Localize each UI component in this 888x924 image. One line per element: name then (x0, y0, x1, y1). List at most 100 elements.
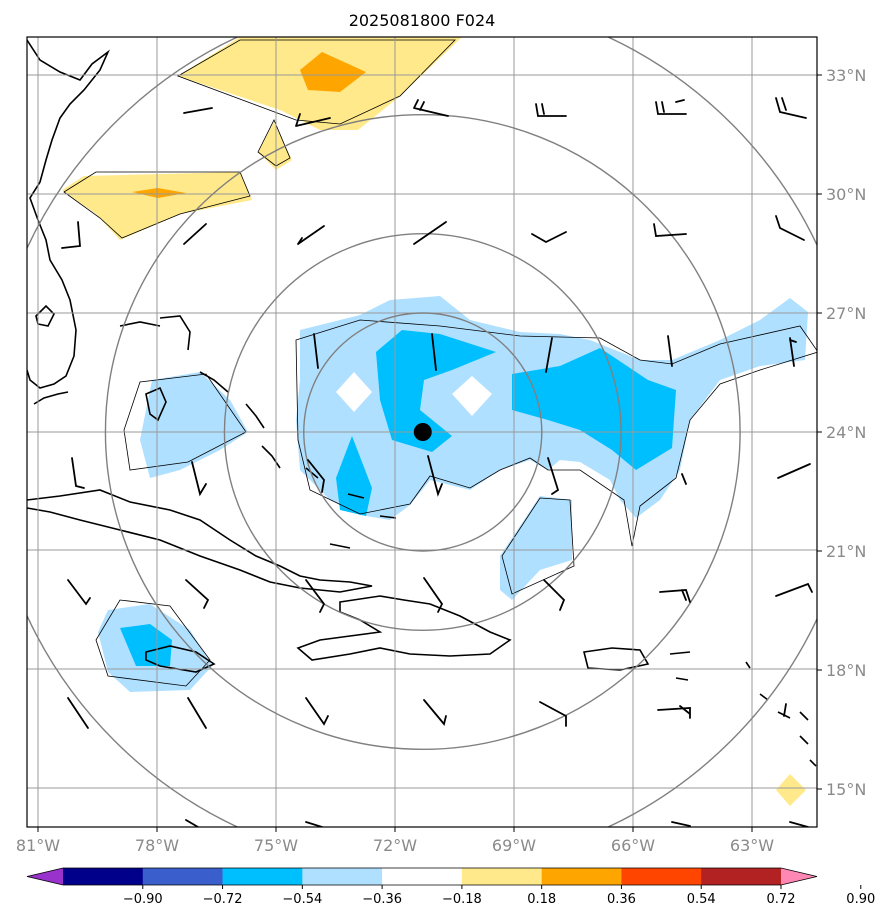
colorbar-tick-label: 0.54 (687, 892, 716, 907)
map-panel (27, 37, 817, 827)
wind-barb (183, 107, 213, 114)
bahamas-exuma (199, 371, 229, 393)
bahamas-south (261, 445, 397, 549)
range-ring (223, 232, 622, 632)
wind-barb (67, 579, 91, 606)
wind-barb (539, 701, 567, 727)
wind-barb (775, 215, 805, 241)
wind-barb (671, 821, 691, 827)
wind-barb (543, 579, 566, 611)
wind-barb (775, 582, 813, 597)
wind-barb (71, 457, 85, 489)
bahamas-eleuthera (245, 403, 265, 429)
lon-tick-label: 78°W (135, 836, 179, 855)
range-ring (104, 113, 741, 751)
wind-barb (531, 231, 567, 244)
colorbar-segment (621, 868, 702, 885)
lon-tick-label: 63°W (730, 836, 774, 855)
negative-anomaly-core-east (512, 348, 676, 470)
wind-barb (681, 473, 687, 485)
colorbar-segment (142, 868, 224, 885)
wind-barbs (61, 97, 813, 827)
wind-barb (777, 463, 811, 479)
wind-barb (67, 697, 89, 729)
positive-anomaly-se (776, 774, 806, 806)
wind-barb (535, 103, 567, 117)
range-ring (303, 312, 543, 552)
wind-barb (61, 221, 81, 249)
wind-barb (775, 97, 807, 119)
wind-barb (305, 579, 326, 613)
negative-anomaly-core-jamaica (120, 624, 172, 666)
us-east-coast (27, 39, 110, 389)
wind-barb (655, 99, 687, 115)
wind-barb (653, 223, 687, 237)
wind-barb (305, 821, 323, 827)
wind-barb (183, 223, 207, 245)
colorbar-segment (701, 868, 782, 885)
wind-barb (783, 703, 787, 717)
colorbar-extend-left (27, 868, 63, 885)
colorbar: −0.90 −0.72 −0.54 −0.36 −0.18 0.18 0.36 0.54 0.7… (26, 867, 875, 907)
wind-barb (185, 819, 199, 827)
wind-barb (545, 337, 553, 373)
negative-anomaly-south (500, 496, 572, 600)
colorbar-segment (63, 868, 144, 885)
wind-barb (307, 459, 325, 493)
colorbar-segment (541, 868, 622, 885)
colorbar-tick-label: −0.36 (362, 892, 402, 907)
wind-barb (423, 577, 444, 613)
wind-barb (313, 333, 319, 369)
lon-tick-label: 66°W (611, 836, 655, 855)
bahamas-abaco (159, 315, 191, 351)
puerto-rico (583, 647, 650, 671)
lon-tick-label: 72°W (373, 836, 417, 855)
negative-anomaly-bahamas (140, 372, 248, 478)
wind-barb (789, 337, 797, 367)
lat-tick-label: 15°N (826, 780, 866, 799)
wind-barb (297, 225, 325, 245)
colorbar-segment (222, 868, 303, 885)
colorbar-tick-label: −0.90 (123, 892, 163, 907)
colorbar-tick-label: −0.72 (203, 892, 243, 907)
wind-barb (667, 335, 673, 367)
florida-keys (33, 391, 69, 405)
bahamas-andros (145, 386, 167, 422)
colorbar-tick-label: −0.18 (442, 892, 482, 907)
wind-barb (187, 697, 207, 729)
hispaniola (296, 595, 512, 661)
wind-barb (547, 457, 560, 495)
wind-barb (427, 455, 443, 497)
wind-barb (657, 705, 691, 719)
positive-anomaly-north-core (300, 52, 366, 92)
colorbar-tick-label: 0.18 (527, 892, 556, 907)
negative-anomaly-core-west (376, 330, 496, 452)
wind-barb (659, 589, 691, 603)
range-rings (27, 37, 817, 827)
wind-barb (413, 221, 447, 245)
colorbar-tick-label: −0.54 (282, 892, 322, 907)
wind-barb (295, 113, 331, 127)
lat-tick-label: 30°N (826, 185, 866, 204)
positive-anomaly-small (258, 122, 292, 170)
florida-lake (35, 304, 55, 327)
lat-tick-label: 21°N (826, 542, 866, 561)
anomaly-shading (62, 37, 808, 806)
lat-tick-label: 27°N (826, 304, 866, 323)
wind-barb (789, 821, 809, 827)
latitude-ticks: 33°N 30°N 27°N 24°N 21°N 18°N 15°N (817, 66, 866, 799)
wind-barb (423, 699, 447, 726)
colorbar-extend-right (781, 868, 817, 885)
colorbar-segment (302, 868, 383, 885)
colorbar-segment (382, 868, 463, 885)
virgin-islands (669, 651, 691, 681)
lon-tick-label: 69°W (492, 836, 536, 855)
wind-barb (413, 99, 449, 117)
colorbar-tick-label: 0.36 (607, 892, 636, 907)
colorbar-segment (461, 868, 543, 885)
negative-anomaly-core-south (336, 436, 372, 516)
wind-barb (185, 579, 210, 609)
lat-tick-label: 33°N (826, 66, 866, 85)
wind-barb (191, 461, 207, 497)
colorbar-tick-label: 0.72 (767, 892, 796, 907)
